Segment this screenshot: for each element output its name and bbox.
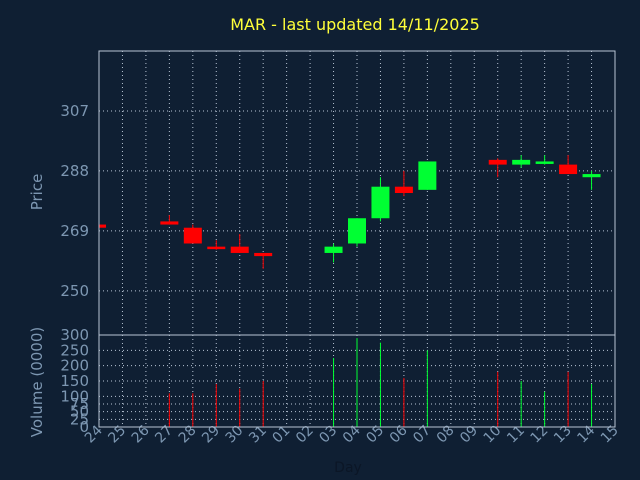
volume-tick-label: 75 — [70, 395, 89, 413]
price-panel-frame — [98, 50, 616, 336]
volume-bars — [168, 338, 593, 427]
x-tick-label: 11 — [504, 423, 528, 447]
volume-tick-label: 150 — [60, 372, 89, 390]
x-tick-label: 08 — [434, 423, 458, 447]
price-tick-label: 307 — [60, 102, 89, 120]
x-tick-label: 27 — [152, 423, 176, 447]
candle-body — [324, 246, 343, 253]
candle-body — [512, 159, 531, 165]
x-tick-label: 09 — [457, 423, 481, 447]
price-tick-label: 288 — [60, 162, 89, 180]
candle-body — [559, 164, 578, 175]
x-axis-label: Day — [334, 460, 362, 476]
x-tick-label: 14 — [574, 422, 598, 446]
x-tick-label: 02 — [293, 423, 317, 447]
x-tick-label: 15 — [598, 423, 622, 447]
chart-title: MAR - last updated 14/11/2025 — [230, 15, 480, 34]
volume-tick-label: 300 — [60, 326, 89, 344]
volume-tick-label: 50 — [70, 403, 89, 421]
candles — [98, 155, 601, 269]
candle-body — [488, 159, 507, 165]
volume-axis-label: Volume (0000) — [28, 327, 46, 437]
candle-body — [99, 224, 106, 228]
candle-body — [371, 186, 390, 219]
x-tick-label: 12 — [528, 423, 552, 447]
candle-body — [582, 174, 601, 178]
x-tick-label: 28 — [176, 423, 200, 447]
x-tick-label: 29 — [199, 423, 223, 447]
x-tick-label: 06 — [387, 422, 411, 446]
candle-body — [418, 161, 437, 190]
candle-body — [160, 221, 179, 225]
x-tick-label: 13 — [551, 423, 575, 447]
price-tick-labels: 250 269 288 307 — [60, 102, 89, 300]
x-tick-label: 05 — [363, 423, 387, 447]
candle-body — [183, 227, 202, 244]
x-tick-label: 04 — [340, 422, 364, 446]
candle-body — [394, 186, 413, 193]
volume-panel-frame — [98, 334, 616, 428]
x-tick-labels: 24 25 26 27 28 29 30 31 01 02 03 04 05 06 07 08 09 10 11 12… — [82, 422, 622, 446]
volume-tick-label: 100 — [60, 387, 89, 405]
x-tick-label: 03 — [316, 423, 340, 447]
x-tick-label: 01 — [270, 423, 294, 447]
price-tick-label: 250 — [60, 282, 89, 300]
x-tick-label: 07 — [410, 423, 434, 447]
price-tick-label: 269 — [60, 222, 89, 240]
price-grid — [98, 51, 616, 335]
volume-tick-label: 200 — [60, 357, 89, 375]
volume-tick-label: 25 — [70, 410, 89, 428]
candle-body — [254, 252, 273, 257]
price-axis-label: Price — [28, 174, 46, 211]
volume-tick-label: 250 — [60, 341, 89, 359]
volume-tick-label: 0 — [79, 418, 89, 436]
x-tick-label: 30 — [223, 423, 247, 447]
x-tick-label: 25 — [105, 423, 129, 447]
candle-body — [535, 161, 554, 164]
x-tick-label: 10 — [481, 423, 505, 447]
candle-body — [207, 246, 226, 250]
x-tick-label: 31 — [246, 423, 270, 447]
x-tick-label: 26 — [129, 422, 153, 446]
candle-body — [348, 218, 366, 244]
candle-body — [230, 246, 249, 253]
